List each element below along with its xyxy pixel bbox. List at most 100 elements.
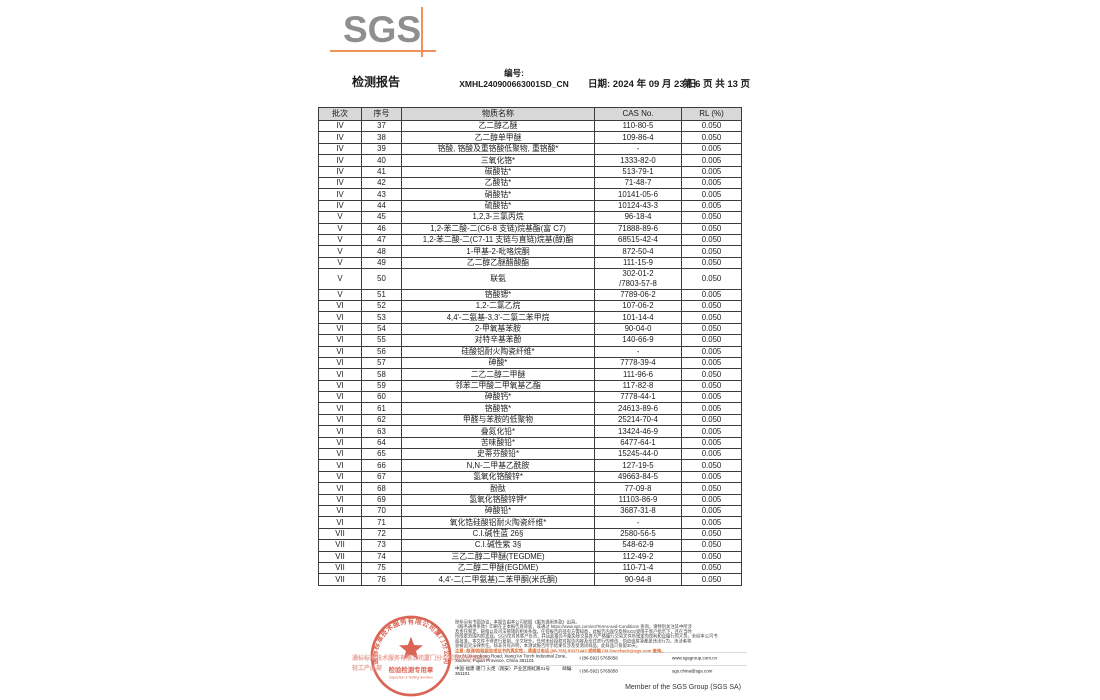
- cell-rl: 0.050: [681, 334, 742, 347]
- cell-no: 39: [361, 142, 402, 156]
- cell-rl: 0.005: [681, 516, 742, 529]
- cell-batch: IV: [318, 154, 362, 167]
- cell-substance: 对特辛基苯酚: [401, 334, 595, 347]
- cell-no: 38: [361, 131, 402, 144]
- cell-substance: 乙二醇乙醚醋酸酯: [401, 256, 595, 270]
- cell-no: 58: [361, 368, 402, 381]
- cell-batch: VI: [318, 493, 362, 506]
- table-row: V 50 联氨 302-01-2 /7803-57-8 0.050: [318, 268, 742, 290]
- cell-batch: VI: [318, 436, 362, 450]
- cell-no: 63: [361, 425, 402, 438]
- report-number-value: XMHL240900663001SD_CN: [459, 79, 569, 90]
- cell-cas: 49663-84-5: [594, 470, 682, 484]
- cell-cas: 127-19-5: [594, 459, 682, 472]
- cell-cas: 140-66-9: [594, 334, 682, 347]
- cell-rl: 0.005: [681, 436, 742, 450]
- table-row: IV 43 硝酸钴* 10141-05-6 0.005: [318, 188, 742, 201]
- cell-batch: VI: [318, 504, 362, 518]
- cell-substance: 史蒂芬酸铅*: [401, 447, 595, 461]
- stamp-star-icon: [398, 636, 424, 660]
- cell-rl: 0.005: [681, 176, 742, 190]
- cell-batch: VI: [318, 516, 362, 529]
- table-row: VI 52 1,2-二氯乙烷 107-06-2 0.050: [318, 299, 742, 313]
- address-english: No.31 Xianghong Road, Xiang'An Torch Ind…: [455, 652, 567, 663]
- cell-batch: VI: [318, 299, 362, 313]
- cell-substance: 碳酸钴*: [401, 165, 595, 178]
- cell-batch: V: [318, 256, 362, 270]
- cell-rl: 0.050: [681, 322, 742, 336]
- cell-batch: VI: [318, 425, 362, 438]
- cell-substance: 三氧化铬*: [401, 154, 595, 167]
- cell-no: 56: [361, 345, 402, 358]
- cell-cas: 3687-31-8: [594, 504, 682, 518]
- table-row: VI 70 砷酸铅* 3687-31-8 0.005: [318, 504, 742, 518]
- inspection-seal-stamp: 通标标准技术服务有限公司厦门分公司 检验检测专用章 Inspection & T…: [370, 615, 452, 697]
- logo-orange-horizontal-line: [330, 50, 436, 52]
- cell-cas: 112-49-2: [594, 550, 682, 563]
- authenticity-notice: 注意: 检测/检验报告或证书的真实性，请通过电话 (86-755) 830714…: [455, 648, 666, 654]
- cell-batch: IV: [318, 176, 362, 190]
- cell-cas: -: [594, 142, 682, 156]
- table-row: VI 56 硅酸铝耐火陶瓷纤维* -0.005: [318, 345, 742, 358]
- cell-rl: 0.050: [681, 527, 742, 541]
- cell-rl: 0.050: [681, 573, 742, 586]
- disclaimer-line: 除非另有书面协议，本报告由本公司依据《服务通用条款》出具。: [455, 619, 580, 625]
- cell-no: 46: [361, 222, 402, 235]
- cell-cas: 548-62-9: [594, 539, 682, 552]
- table-row: VII 75 乙二醇二甲醚(EGDME) 110-71-4 0.050: [318, 561, 742, 575]
- cell-batch: IV: [318, 142, 362, 156]
- cell-no: 48: [361, 245, 402, 258]
- cell-no: 74: [361, 550, 402, 563]
- cell-no: 45: [361, 211, 402, 224]
- cell-substance: 硝酸钴*: [401, 188, 595, 201]
- cell-cas: 90-94-8: [594, 573, 682, 586]
- cell-rl: 0.050: [681, 368, 742, 381]
- cell-cas: 90-04-0: [594, 322, 682, 336]
- cell-no: 52: [361, 299, 402, 313]
- table-row: VI 62 甲醛与苯胺的低聚物 25214-70-4 0.050: [318, 413, 742, 427]
- cell-cas: 872-50-4: [594, 245, 682, 258]
- address-row-cn: 中国·福建·厦门·火炬（翔安）产业区翔虹路31号 邮编: 361101 t (8…: [455, 664, 747, 677]
- cell-rl: 0.005: [681, 493, 742, 506]
- table-row: V 49 乙二醇乙醚醋酸酯 111-15-9 0.050: [318, 256, 742, 270]
- table-row: VI 59 邻苯二甲酸二甲氧基乙酯 117-82-8 0.050: [318, 379, 742, 393]
- cell-substance: 砷酸铅*: [401, 504, 595, 518]
- cell-rl: 0.005: [681, 288, 742, 301]
- cell-substance: 铬酸锶*: [401, 288, 595, 301]
- table-row: VII 74 三乙二醇二甲醚(TEGDME) 112-49-2 0.050: [318, 550, 742, 563]
- table-row: VI 53 4,4'-二氨基-3,3'-二氯二苯甲烷 101-14-4 0.050: [318, 311, 742, 324]
- table-row: VI 60 砷酸钙* 7778-44-1 0.005: [318, 391, 742, 404]
- cell-substance: 硅酸铝耐火陶瓷纤维*: [401, 345, 595, 358]
- cell-rl: 0.050: [681, 268, 742, 290]
- cell-batch: VII: [318, 561, 362, 575]
- cell-rl: 0.050: [681, 413, 742, 427]
- cell-no: 62: [361, 413, 402, 427]
- table-row: VII 76 4,4'-二(二甲氨基)二苯甲酮(米氏酮) 90-94-8 0.050: [318, 573, 742, 586]
- cell-substance: 乙二醇乙醚: [401, 119, 595, 133]
- cell-rl: 0.050: [681, 222, 742, 235]
- cell-batch: VI: [318, 368, 362, 381]
- stamp-ring: [370, 615, 452, 697]
- cell-rl: 0.050: [681, 233, 742, 247]
- cell-no: 71: [361, 516, 402, 529]
- cell-cas: 111-96-6: [594, 368, 682, 381]
- disclaimer-block: 除非另有书面协议，本报告由本公司依据《服务通用条款》出具。 《服务通用条款》印刷在…: [455, 620, 747, 654]
- cell-batch: VI: [318, 470, 362, 484]
- table-row: VI 65 史蒂芬酸铅* 15245-44-0 0.005: [318, 447, 742, 461]
- cell-substance: 甲醛与苯胺的低聚物: [401, 413, 595, 427]
- cell-substance: 硫酸钴*: [401, 199, 595, 213]
- cell-substance: 乙酸钴*: [401, 176, 595, 190]
- cell-cas: 101-14-4: [594, 311, 682, 324]
- cell-no: 47: [361, 233, 402, 247]
- cell-no: 75: [361, 561, 402, 575]
- cell-substance: 氢氧化铬酸锌*: [401, 470, 595, 484]
- cell-rl: 0.005: [681, 504, 742, 518]
- stamp-seal-title: 检验检测专用章: [389, 665, 434, 674]
- disclaimer-line: 及责任限定、赔偿以及司法管辖的相关条款。任何报告的持有方需知悉，此报告内容仅反映…: [455, 628, 692, 634]
- substance-table-body: IV 37 乙二醇乙醚 110-80-5 0.050 IV 38 乙二醇单甲醚 109-86-4…: [318, 119, 742, 586]
- sgs-logo-text: SGS: [343, 9, 422, 50]
- cell-no: 57: [361, 356, 402, 370]
- cell-substance: 2-甲氧基苯胺: [401, 322, 595, 336]
- cell-substance: 苦味酸铅*: [401, 436, 595, 450]
- cell-rl: 0.005: [681, 142, 742, 156]
